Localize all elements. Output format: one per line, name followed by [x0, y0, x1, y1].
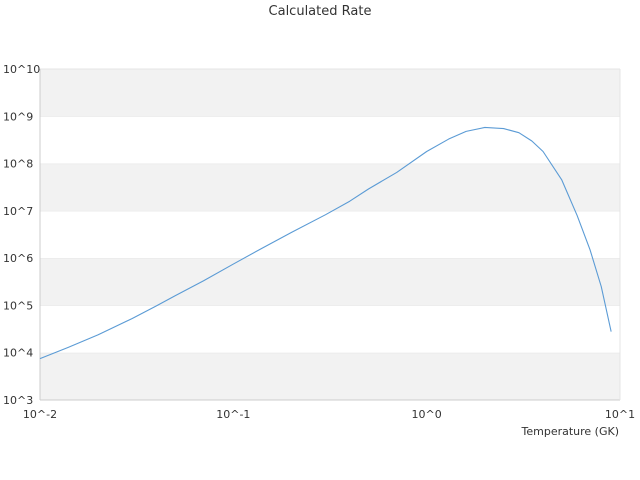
grid-band [40, 305, 620, 353]
y-tick-label: 10^6 [3, 252, 33, 265]
grid-band [40, 352, 620, 400]
y-tick-label: 10^5 [3, 299, 33, 312]
axes [39, 69, 621, 401]
chart-title: Calculated Rate [268, 4, 372, 19]
y-tick-label: 10^7 [3, 205, 33, 218]
x-tick-label: 10^-1 [216, 408, 250, 421]
x-tick-label: 10^-2 [23, 408, 57, 421]
grid-band [40, 210, 620, 259]
grid-band [40, 163, 620, 211]
x-tick-label: 10^1 [605, 408, 635, 421]
grid-band [40, 69, 620, 117]
grid-band [40, 258, 620, 306]
y-tick-label: 10^3 [3, 394, 33, 407]
y-tick-label: 10^4 [3, 347, 33, 360]
x-tick-labels: 10^-2 10^-1 10^0 10^1 [23, 408, 635, 421]
y-tick-label: 10^8 [3, 158, 33, 171]
grid-bands [40, 68, 620, 400]
series-group [39, 126, 612, 360]
y-tick-label: 10^9 [3, 110, 33, 123]
y-tick-labels: 10^3 10^4 10^5 10^6 10^7 10^8 10^9 10^10 [3, 63, 40, 407]
series-line [39, 126, 612, 360]
y-tick-label: 10^10 [3, 63, 40, 76]
x-axis-title: Temperature (GK) [521, 425, 620, 438]
x-tick-label: 10^0 [412, 408, 442, 421]
grid-band [40, 116, 620, 164]
